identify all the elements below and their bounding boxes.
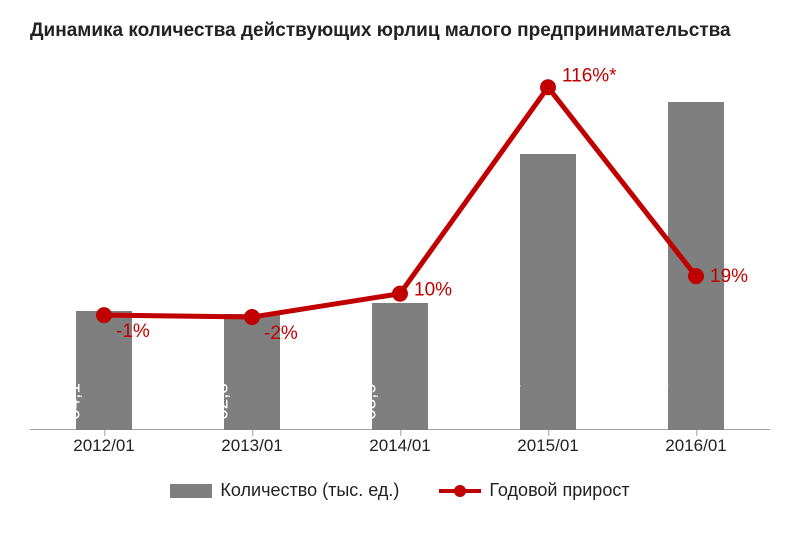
legend-item-bar: Количество (тыс. ед.) [170,480,399,501]
line-value-label: 116%* [562,65,617,86]
line-marker [244,309,260,325]
x-tick-label: 2016/01 [665,436,726,456]
legend-bar-swatch [170,484,212,498]
legend-line-swatch [439,484,481,498]
legend-line-swatch-dot [454,485,466,497]
line-value-label: -1% [116,321,150,342]
line-marker [392,286,408,302]
x-tick-label: 2012/01 [73,436,134,456]
chart-container: Динамика количества действующих юрлиц ма… [0,0,800,537]
line-marker [688,268,704,284]
legend-bar-label: Количество (тыс. ед.) [220,480,399,501]
line-value-label: 10% [414,280,452,301]
line-layer: -1% -2% 10% 116%* 19% [30,60,770,430]
plot-area: 2012/012013/012014/012015/012016/01 64,1… [30,60,770,430]
line-marker [540,79,556,95]
line-path [104,87,696,317]
legend-item-line: Годовой прирост [439,480,629,501]
legend-line-label: Годовой прирост [489,480,629,501]
line-marker [96,307,112,323]
x-tick-label: 2014/01 [369,436,430,456]
chart-title: Динамика количества действующих юрлиц ма… [30,20,770,42]
line-value-label: -2% [264,323,298,344]
legend: Количество (тыс. ед.) Годовой прирост [30,480,770,501]
x-tick-label: 2015/01 [517,436,578,456]
x-axis-ticks: 2012/01 2013/01 2014/01 2015/01 2016/01 [30,430,770,470]
line-value-label: 19% [710,266,748,287]
x-tick-label: 2013/01 [221,436,282,456]
